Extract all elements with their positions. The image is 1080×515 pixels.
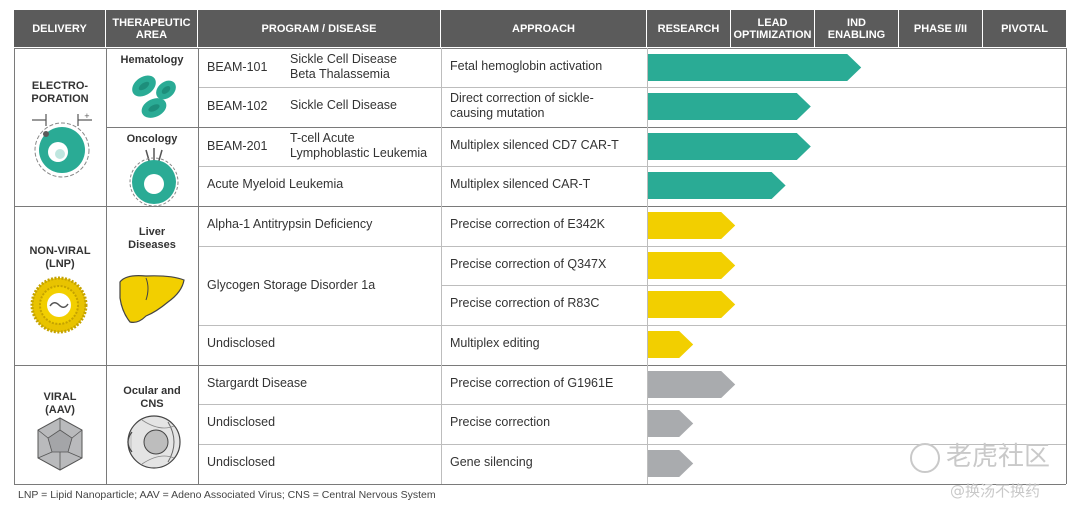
eye-icon [127, 415, 181, 469]
row-divider [198, 404, 1066, 405]
progress-bar [647, 331, 694, 359]
progress-bar [647, 252, 736, 280]
row-divider [198, 444, 1066, 445]
delivery-electroporation-label: ELECTRO- PORATION [31, 80, 89, 105]
approach-text: Precise correction [450, 415, 551, 430]
progress-bar [647, 133, 811, 161]
header-stage-3: IND ENABLING [815, 10, 899, 47]
progress-bar [647, 410, 694, 438]
approach-text: Multiplex silenced CD7 CAR-T [450, 138, 619, 153]
program-disease: T-cell Acute Lymphoblastic Leukemia [290, 130, 428, 160]
approach-text: Precise correction of R83C [450, 296, 600, 311]
header-delivery: DELIVERY [14, 10, 106, 47]
program-code: BEAM-101 [207, 59, 268, 74]
area-oncology-label: Oncology [126, 133, 178, 145]
electroporation-cell-icon: + [32, 112, 92, 178]
column-divider [106, 48, 107, 484]
row-divider [198, 87, 1066, 88]
program-disease: Undisclosed [207, 336, 276, 351]
header-stage-2: LEAD OPTIMIZATION [731, 10, 815, 47]
progress-bar [647, 371, 736, 399]
delivery-aav-label: VIRAL (AAV) [43, 391, 77, 416]
approach-text: Gene silencing [450, 455, 533, 470]
lipid-nanoparticle-icon [30, 276, 88, 334]
approach-text: Multiplex silenced CAR-T [450, 177, 591, 192]
progress-bar [647, 54, 862, 82]
approach-text: Multiplex editing [450, 336, 540, 351]
row-divider [198, 325, 1066, 326]
row-divider [14, 365, 1066, 366]
watermark-brand: 老虎社区 [910, 436, 1050, 473]
progress-bar [647, 172, 786, 200]
aav-capsid-icon [37, 417, 83, 471]
area-ocular-label: Ocular and CNS [123, 385, 181, 410]
column-divider [14, 48, 15, 484]
progress-bar [647, 450, 694, 478]
program-code: BEAM-201 [207, 138, 268, 153]
row-divider [14, 206, 1066, 207]
merged-program-gsd1a: Glycogen Storage Disorder 1a [207, 278, 376, 292]
watermark-handle: @换汤不换药 [950, 482, 1041, 500]
column-divider [647, 48, 648, 484]
progress-bar [647, 212, 736, 240]
tumor-cell-icon [129, 148, 179, 207]
header-stage-1: RESEARCH [647, 10, 731, 47]
program-disease: Undisclosed [207, 455, 276, 470]
row-divider [198, 246, 1066, 247]
area-hematology-label: Hematology [120, 54, 184, 66]
row-divider [198, 166, 1066, 167]
column-divider [1066, 48, 1067, 484]
header-therapeutic-area: THERAPEUTIC AREA [106, 10, 198, 47]
delivery-lnp-label: NON-VIRAL (LNP) [29, 245, 91, 270]
row-divider [14, 48, 1066, 49]
area-liver-label: Liver Diseases [128, 226, 176, 251]
approach-text: Fetal hemoglobin activation [450, 59, 603, 74]
column-divider [198, 48, 199, 484]
column-divider [441, 48, 442, 484]
row-divider [106, 127, 1066, 128]
approach-text: Direct correction of sickle- causing mut… [450, 90, 594, 120]
liver-icon [119, 275, 185, 323]
program-code: BEAM-102 [207, 98, 268, 113]
program-disease: Sickle Cell Disease [290, 98, 397, 113]
header-program: PROGRAM / DISEASE [198, 10, 441, 47]
watermark-logo-icon [910, 442, 940, 473]
approach-text: Precise correction of G1961E [450, 376, 614, 391]
program-disease: Stargardt Disease [207, 376, 308, 391]
program-disease: Acute Myeloid Leukemia [207, 177, 344, 192]
header-stage-4: PHASE I/II [899, 10, 983, 47]
program-disease: Sickle Cell Disease Beta Thalassemia [290, 51, 397, 81]
header-approach: APPROACH [441, 10, 647, 47]
row-divider [441, 285, 1066, 286]
approach-text: Precise correction of E342K [450, 217, 605, 232]
approach-text: Precise correction of Q347X [450, 257, 607, 272]
program-disease: Undisclosed [207, 415, 276, 430]
progress-bar [647, 291, 736, 319]
red-blood-cells-icon [132, 75, 176, 118]
svg-text:+: + [84, 112, 90, 120]
header-stage-5: PIVOTAL [983, 10, 1066, 47]
progress-bar [647, 93, 811, 121]
program-disease: Alpha-1 Antitrypsin Deficiency [207, 217, 373, 232]
footnote: LNP = Lipid Nanoparticle; AAV = Adeno As… [18, 489, 436, 501]
row-divider [14, 484, 1066, 485]
